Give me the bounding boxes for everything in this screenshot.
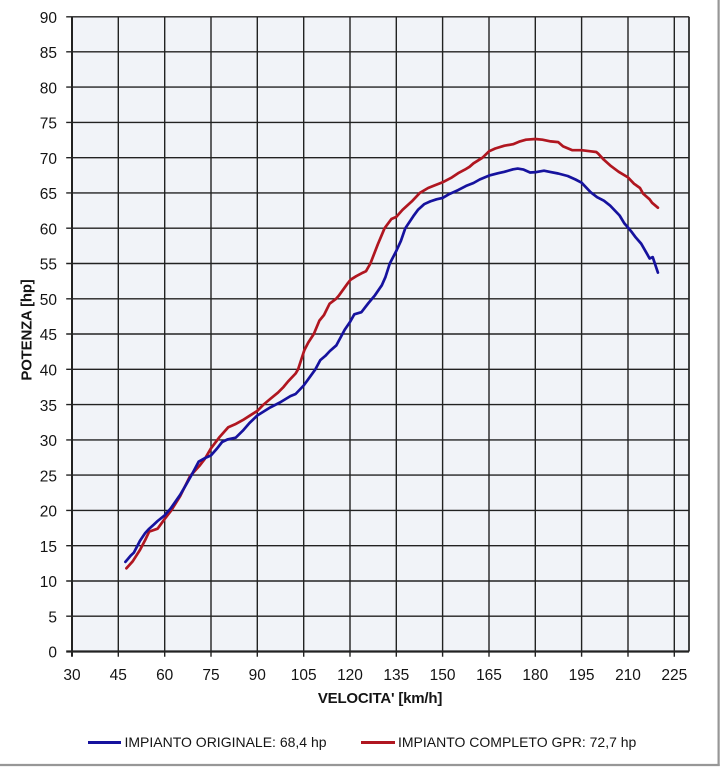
svg-text:20: 20	[40, 504, 58, 521]
svg-text:5: 5	[48, 609, 57, 626]
svg-text:75: 75	[202, 667, 219, 684]
svg-text:25: 25	[40, 468, 57, 485]
svg-text:10: 10	[40, 574, 58, 591]
svg-text:0: 0	[48, 645, 57, 662]
svg-text:135: 135	[383, 667, 409, 684]
svg-text:150: 150	[430, 667, 456, 684]
svg-text:85: 85	[40, 45, 57, 62]
svg-text:195: 195	[569, 667, 595, 684]
svg-text:IMPIANTO COMPLETO GPR: 72,7 hp: IMPIANTO COMPLETO GPR: 72,7 hp	[398, 734, 637, 750]
svg-text:POTENZA [hp]: POTENZA [hp]	[19, 279, 36, 380]
svg-text:15: 15	[40, 539, 57, 556]
svg-text:90: 90	[249, 667, 267, 684]
svg-text:120: 120	[337, 667, 363, 684]
svg-text:225: 225	[661, 667, 687, 684]
svg-text:50: 50	[40, 292, 58, 309]
svg-text:IMPIANTO ORIGINALE: 68,4 hp: IMPIANTO ORIGINALE: 68,4 hp	[125, 734, 327, 750]
svg-text:65: 65	[40, 186, 57, 203]
svg-text:165: 165	[476, 667, 502, 684]
svg-text:80: 80	[40, 80, 58, 97]
svg-text:40: 40	[40, 363, 58, 380]
svg-text:45: 45	[110, 667, 127, 684]
svg-text:VELOCITA' [km/h]: VELOCITA' [km/h]	[318, 690, 442, 707]
svg-text:60: 60	[40, 221, 58, 238]
svg-text:55: 55	[40, 257, 57, 274]
svg-text:180: 180	[522, 667, 548, 684]
svg-text:210: 210	[615, 667, 641, 684]
svg-text:70: 70	[40, 151, 58, 168]
svg-text:105: 105	[291, 667, 317, 684]
svg-text:30: 30	[40, 433, 58, 450]
svg-text:35: 35	[40, 398, 57, 415]
svg-text:75: 75	[40, 116, 57, 133]
svg-text:30: 30	[63, 667, 81, 684]
svg-text:90: 90	[40, 10, 58, 27]
svg-text:45: 45	[40, 327, 57, 344]
svg-text:60: 60	[156, 667, 174, 684]
